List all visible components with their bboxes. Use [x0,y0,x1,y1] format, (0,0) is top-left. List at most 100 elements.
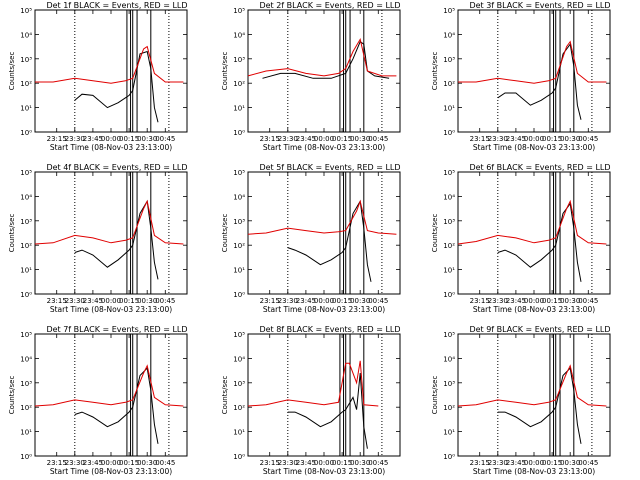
chart-title: Det 5f BLACK = Events, RED = LLD [259,163,400,172]
x-tick-label: 00:45 [578,135,598,143]
x-tick-label: 00:15 [119,459,139,467]
x-axis-label: Start Time (08-Nov-03 23:13:00) [473,467,595,476]
x-tick-label: 00:30 [350,297,370,305]
x-tick-label: 00:15 [119,135,139,143]
y-tick-label: 10⁰ [443,453,455,461]
chart-panel-1: Det 1f BLACK = Events, RED = LLD 10⁰ 10¹ 10… [8,1,188,152]
y-tick-label: 10¹ [20,267,32,275]
x-tick-label: 00:45 [368,297,388,305]
x-axis-label: Start Time (08-Nov-03 23:13:00) [263,305,385,314]
x-tick-label: 00:30 [350,459,370,467]
x-tick-label: 23:15 [260,135,280,143]
chart-title: Det 1f BLACK = Events, RED = LLD [46,1,187,10]
y-tick-label: 10⁰ [233,453,245,461]
y-tick-label: 10⁵ [443,169,455,177]
x-tick-label: 23:45 [296,459,316,467]
y-tick-label: 10⁴ [233,31,245,39]
y-tick-label: 10⁴ [233,355,245,363]
chart-panel-3: Det 3f BLACK = Events, RED = LLD 10⁰ 10¹ 10… [431,1,611,152]
x-tick-label: 23:45 [506,135,526,143]
y-tick-label: 10¹ [233,105,245,113]
series-lld-line [247,37,397,77]
x-tick-label: 23:30 [65,297,85,305]
x-tick-label: 23:30 [488,459,508,467]
series-lld-line [457,199,607,245]
x-tick-label: 00:30 [560,459,580,467]
x-tick-label: 00:45 [155,135,175,143]
x-tick-label: 23:15 [260,459,280,467]
y-tick-label: 10³ [20,56,32,64]
x-tick-label: 23:45 [83,459,103,467]
chart-title: Det 2f BLACK = Events, RED = LLD [259,1,400,10]
y-tick-label: 10⁴ [443,193,455,201]
y-axis-label: Counts/sec [221,376,229,415]
chart-panel-2: Det 2f BLACK = Events, RED = LLD 10⁰ 10¹ 10… [221,1,401,152]
chart-title: Det 6f BLACK = Events, RED = LLD [469,163,610,172]
y-tick-label: 10¹ [20,105,32,113]
y-axis-label: Counts/sec [431,376,439,415]
x-tick-label: 00:15 [332,135,352,143]
x-tick-label: 00:00 [101,459,121,467]
x-tick-label: 23:45 [83,135,103,143]
y-axis-label: Counts/sec [8,52,16,91]
x-tick-label: 00:45 [578,297,598,305]
y-tick-label: 10⁵ [443,331,455,339]
y-tick-label: 10⁴ [443,355,455,363]
y-tick-label: 10⁵ [20,169,32,177]
x-tick-label: 00:45 [155,297,175,305]
series-lld-line [458,40,607,84]
y-tick-label: 10⁰ [20,291,32,299]
y-tick-label: 10² [20,404,32,412]
y-tick-label: 10² [20,80,32,88]
series-lld-line [247,199,397,235]
x-tick-label: 23:45 [83,297,103,305]
y-tick-label: 10³ [20,380,32,388]
x-tick-label: 00:15 [542,297,562,305]
series-events-line [74,50,159,123]
y-tick-label: 10² [20,242,32,250]
chart-title: Det 7f BLACK = Events, RED = LLD [46,325,187,334]
y-axis-label: Counts/sec [221,214,229,253]
x-tick-label: 23:15 [470,459,490,467]
x-axis-label: Start Time (08-Nov-03 23:13:00) [263,467,385,476]
plot-frame [457,9,611,133]
y-tick-label: 10³ [20,218,32,226]
series-events-line [287,372,368,449]
y-tick-label: 10⁰ [233,291,245,299]
x-tick-label: 00:00 [314,459,334,467]
y-tick-label: 10⁰ [233,129,245,137]
y-tick-label: 10⁵ [233,7,245,15]
chart-panel-5: Det 5f BLACK = Events, RED = LLD 10⁰ 10¹ 10… [221,163,401,314]
y-axis-label: Counts/sec [431,52,439,91]
chart-title: Det 3f BLACK = Events, RED = LLD [469,1,610,10]
x-axis-label: Start Time (08-Nov-03 23:13:00) [473,305,595,314]
x-tick-label: 23:15 [470,297,490,305]
series-lld-line [35,45,184,84]
x-tick-label: 00:00 [101,135,121,143]
x-tick-label: 23:15 [47,459,67,467]
plot-frame [247,333,401,457]
y-tick-label: 10¹ [20,429,32,437]
x-tick-label: 23:45 [506,297,526,305]
plot-frame [457,333,611,457]
y-tick-label: 10¹ [443,105,455,113]
chart-title: Det 4f BLACK = Events, RED = LLD [46,163,187,172]
x-axis-label: Start Time (08-Nov-03 23:13:00) [50,143,172,152]
y-tick-label: 10⁴ [233,193,245,201]
series-events-line [497,202,582,282]
y-tick-label: 10³ [233,380,245,388]
chart-panel-9: Det 9f BLACK = Events, RED = LLD 10⁰ 10¹ 10… [431,325,611,476]
plot-frame [34,171,188,295]
y-tick-label: 10⁰ [20,129,32,137]
x-tick-label: 00:15 [542,459,562,467]
x-tick-label: 00:00 [524,459,544,467]
x-tick-label: 00:15 [119,297,139,305]
series-events-line [74,367,159,444]
x-tick-label: 00:30 [560,135,580,143]
x-tick-label: 00:15 [332,297,352,305]
y-tick-label: 10² [443,242,455,250]
chart-panel-4: Det 4f BLACK = Events, RED = LLD 10⁰ 10¹ 10… [8,163,188,314]
y-tick-label: 10⁵ [20,7,32,15]
y-tick-label: 10¹ [443,267,455,275]
